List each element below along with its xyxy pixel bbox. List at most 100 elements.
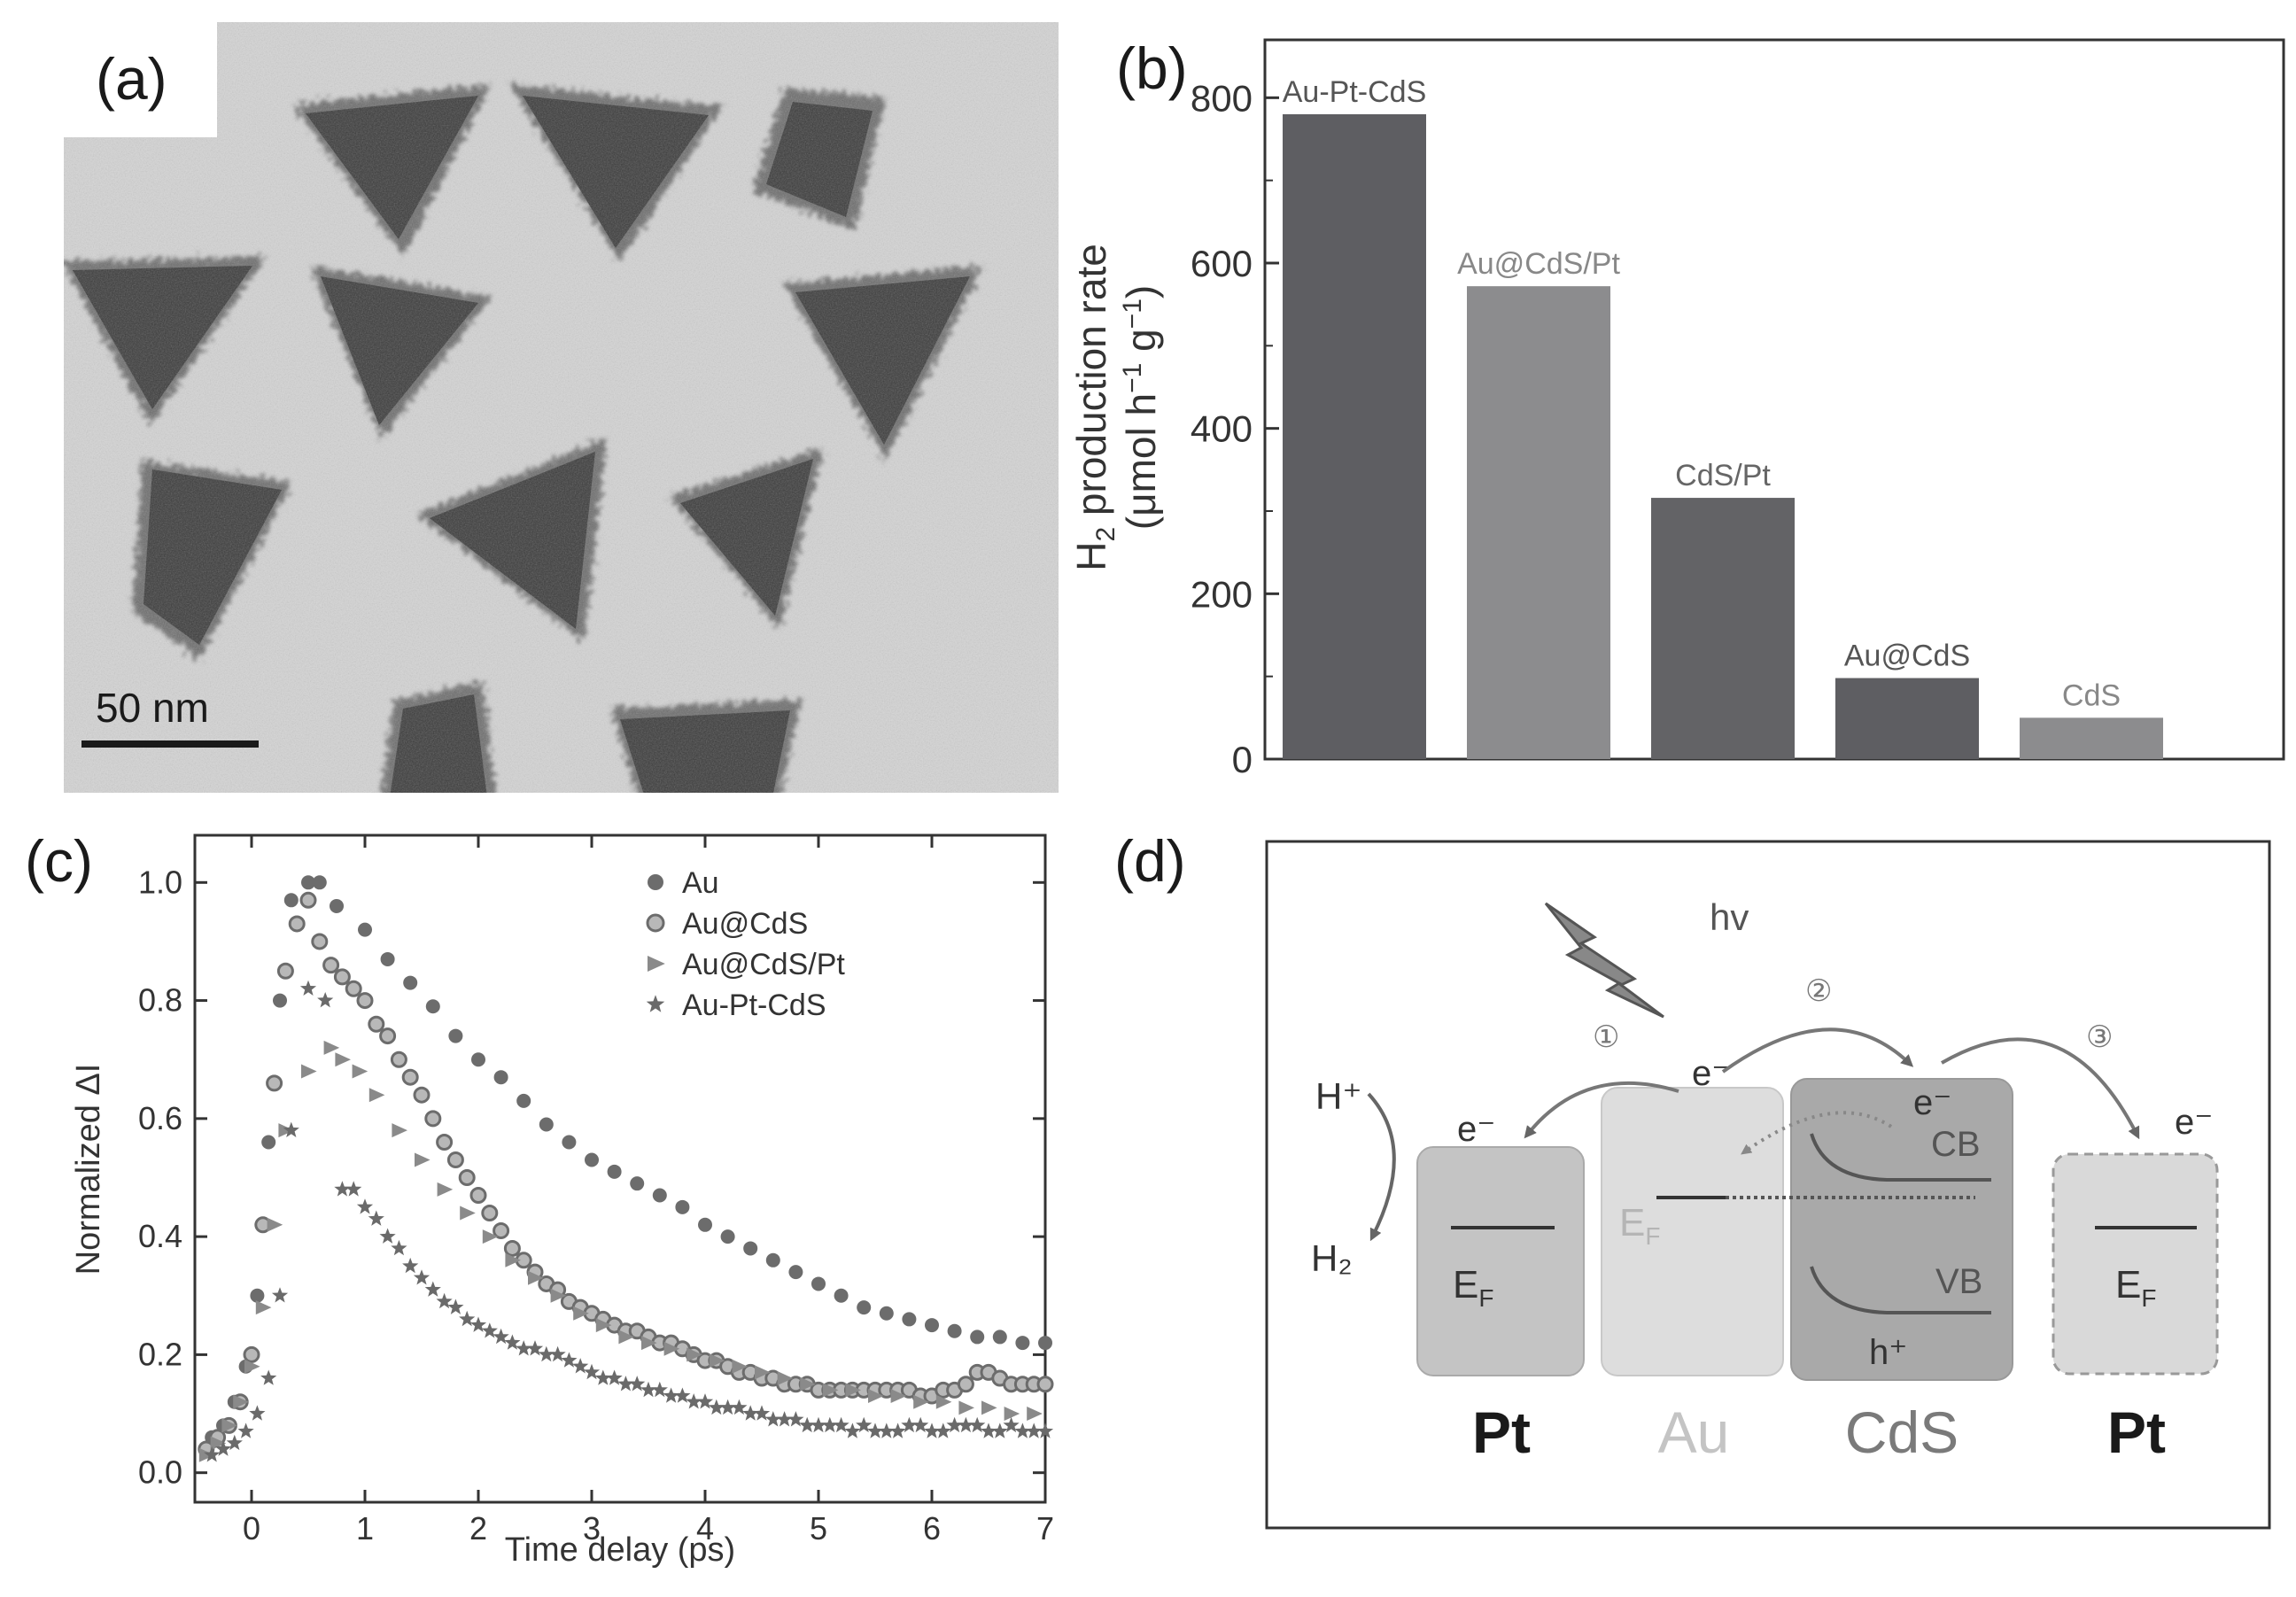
data-point	[606, 1369, 623, 1385]
bar-label: Au@CdS/Pt	[1457, 247, 1620, 281]
x-axis-label: Time delay (ps)	[505, 1531, 735, 1569]
data-point	[743, 1241, 758, 1256]
data-point	[957, 1376, 974, 1393]
bar-au-pt-cds	[1283, 114, 1426, 759]
data-point	[800, 1376, 816, 1392]
panel-d-schematic: (d) hv EF EF EF CB VB h⁺ e⁻ e⁻ e⁻ e⁻ H	[1090, 797, 2296, 1597]
data-point	[538, 1345, 555, 1362]
data-point	[833, 1416, 849, 1433]
data-point	[261, 1135, 276, 1150]
material-label-cds: CdS	[1845, 1399, 1959, 1465]
data-point	[572, 1358, 589, 1374]
panel-c-transient-kinetics: (c) 0 1 2 3 4 5 6 7 0.0 0.2 0.4 0.6 0.8 1.0 Au Au@CdS A…	[0, 797, 1090, 1597]
conduction-band	[1810, 1133, 1991, 1182]
data-point	[844, 1423, 861, 1438]
data-point	[244, 1359, 260, 1374]
y-axis-label: H2 production rate (μmol h−1 g−1)	[1068, 244, 1164, 571]
legend: Au Au@CdS Au@CdS/Pt Au-Pt-CdS	[646, 866, 845, 1022]
data-point	[1015, 1336, 1030, 1351]
x-tick-label: 3	[583, 1510, 601, 1547]
data-point	[777, 1371, 794, 1386]
data-point	[249, 1405, 266, 1421]
y-axis-label-line1: H2 production rate	[1068, 244, 1121, 571]
y-axis-ticks: 0 200 400 600 800	[1191, 77, 1279, 780]
data-point	[980, 1423, 997, 1438]
data-point	[413, 1269, 430, 1285]
h2-production-chart: (b) 0 200 400 600 800 Au-Pt-CdS Au@CdS/Pt CdS/…	[1068, 35, 2285, 780]
x-tick-label: 1	[356, 1510, 374, 1547]
y-tick-label: 0.8	[138, 982, 182, 1019]
step-3-marker: ③	[2086, 1020, 2113, 1054]
data-point	[283, 893, 299, 908]
data-point	[549, 1345, 566, 1362]
data-point	[902, 1312, 917, 1327]
data-point	[607, 1164, 622, 1179]
au-ef-label: EF	[1619, 1201, 1660, 1250]
y-tick-label: 0.0	[138, 1454, 182, 1491]
data-point	[1036, 1376, 1054, 1393]
data-point	[1004, 1407, 1020, 1422]
data-point	[255, 1300, 272, 1315]
data-point	[516, 1340, 532, 1356]
bar-label: CdS	[2062, 678, 2121, 712]
y-tick-label: 200	[1191, 573, 1253, 615]
data-point	[834, 1288, 849, 1303]
data-point	[651, 1381, 668, 1398]
data-point	[460, 1206, 476, 1221]
series-au-cds	[198, 891, 1054, 1458]
data-point	[856, 1416, 873, 1433]
bar-label: Au@CdS	[1844, 640, 1970, 673]
data-point	[233, 1394, 249, 1409]
axis-ticks: 0 1 2 3 4 5 6 7 0.0 0.2 0.4 0.6 0.8 1.0	[138, 835, 1054, 1547]
data-point	[594, 1369, 611, 1385]
h2-label: H₂	[1311, 1237, 1353, 1279]
data-point	[539, 1117, 554, 1132]
data-point	[731, 1399, 748, 1415]
data-point	[482, 1229, 499, 1244]
legend-marker	[646, 913, 665, 933]
data-point	[334, 1181, 351, 1197]
data-point	[322, 957, 340, 974]
data-point	[402, 1257, 419, 1274]
step-2-arrow	[1721, 1027, 1914, 1074]
data-point	[301, 1064, 317, 1079]
electron-pt-right-label: e⁻	[2175, 1103, 2213, 1142]
data-point	[401, 1068, 419, 1086]
data-point	[912, 1416, 929, 1433]
data-point	[390, 1050, 407, 1068]
y-axis-label-group: H2 production rate (μmol h−1 g−1)	[1068, 244, 1164, 571]
data-point	[424, 1281, 441, 1297]
data-point	[585, 1152, 599, 1167]
data-point	[424, 1110, 442, 1128]
data-point	[787, 1411, 804, 1427]
legend-label: Au	[682, 866, 719, 900]
data-point	[583, 1363, 601, 1380]
data-point	[469, 1316, 487, 1332]
y-tick-label: 0	[1232, 739, 1253, 780]
data-point	[237, 1423, 254, 1438]
pt-right-ef-label: EF	[2115, 1263, 2156, 1312]
data-point	[641, 1336, 657, 1351]
data-point	[437, 1182, 454, 1197]
data-point	[243, 1345, 260, 1363]
data-point	[368, 1088, 385, 1103]
data-point	[981, 1400, 997, 1415]
x-tick-label: 2	[469, 1510, 487, 1547]
data-point	[617, 1376, 634, 1392]
data-point	[266, 1074, 283, 1092]
data-point	[708, 1399, 725, 1415]
data-point	[526, 1340, 544, 1356]
bar-label: Au-Pt-CdS	[1283, 75, 1427, 109]
data-point	[629, 1376, 646, 1392]
data-point	[330, 898, 344, 913]
data-point	[696, 1393, 714, 1409]
y-tick-label: 400	[1191, 408, 1253, 450]
data-point	[947, 1323, 962, 1338]
scale-bar-label: 50 nm	[96, 685, 209, 731]
data-point	[301, 875, 315, 890]
series-au	[205, 875, 1052, 1445]
data-point	[250, 1288, 265, 1303]
bar-label: CdS/Pt	[1675, 459, 1771, 492]
bar-cds	[2020, 717, 2163, 759]
legend-label: Au@CdS/Pt	[682, 948, 845, 981]
